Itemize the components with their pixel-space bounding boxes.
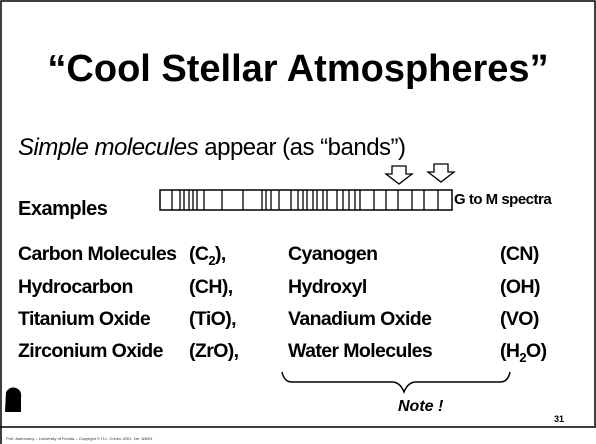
molecule-name: Hydroxyl: [288, 276, 367, 298]
formula: (CH),: [189, 276, 233, 299]
formula-part: (CH),: [189, 276, 233, 298]
examples-label: Examples: [18, 198, 108, 220]
molecule-name: Water Molecules: [288, 340, 433, 362]
spectrum-bands: [171, 190, 439, 210]
formula: (OH): [500, 276, 540, 299]
title: “Cool Stellar Atmospheres”: [47, 48, 549, 90]
formula-part: (CN): [500, 243, 539, 265]
formula-part: (C: [189, 243, 209, 265]
formula-part: (TiO),: [189, 308, 237, 330]
formula-part: (OH): [500, 276, 540, 298]
spectrum-box: [159, 189, 453, 211]
formula: (H2O): [500, 340, 547, 365]
subtitle: Simple molecules appear (as “bands”): [18, 134, 406, 162]
page-number: 31: [554, 414, 565, 424]
formula-part: O): [526, 340, 547, 362]
footer: Prof. Astronomy – University of Florida …: [6, 436, 153, 441]
formula-part: (VO): [500, 308, 539, 330]
molecule-name: Carbon Molecules: [18, 243, 177, 265]
formula-part: ),: [215, 243, 226, 265]
formula: (ZrO),: [189, 340, 239, 363]
formula-part: 2: [519, 349, 527, 365]
molecule-name: Zirconium Oxide: [18, 340, 163, 362]
formula-part: (H: [500, 340, 520, 362]
formula: (VO): [500, 308, 539, 331]
formula-part: (ZrO),: [189, 340, 239, 362]
subtitle-rest: appear (as “bands”): [198, 134, 406, 161]
subtitle-italic: Simple molecules: [18, 134, 199, 161]
arrow: [384, 165, 414, 185]
formula: (CN): [500, 243, 539, 266]
formula: (TiO),: [189, 308, 237, 331]
blob: [5, 387, 22, 412]
range-label: G to M spectra: [454, 191, 552, 208]
molecule-name: Titanium Oxide: [18, 308, 151, 330]
note: Note !: [398, 398, 444, 415]
formula-part: 2: [208, 252, 216, 268]
brace: [281, 371, 511, 395]
formula: (C2),: [189, 243, 226, 268]
molecule-name: Cyanogen: [288, 243, 378, 265]
arrow: [426, 163, 456, 183]
molecule-name: Vanadium Oxide: [288, 308, 432, 330]
molecule-name: Hydrocarbon: [18, 276, 133, 298]
